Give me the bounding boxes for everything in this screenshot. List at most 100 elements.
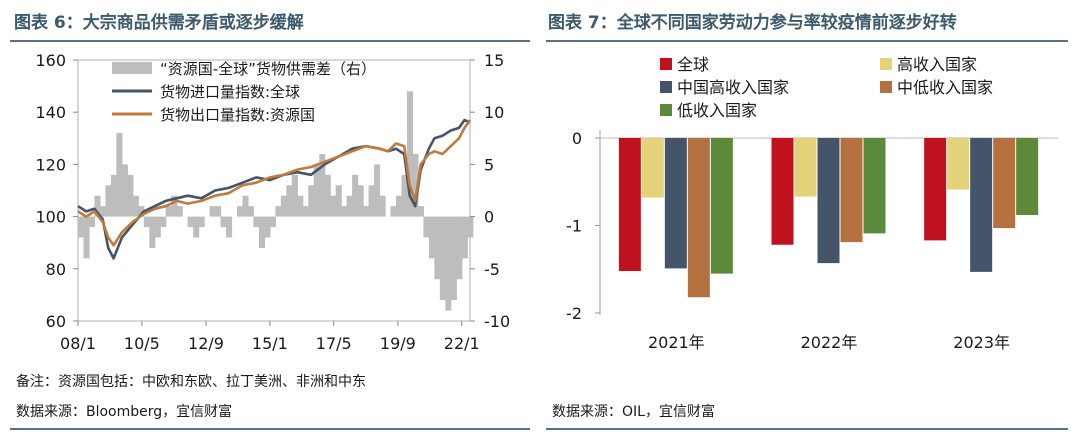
- x-tick-label: 12/9: [188, 334, 224, 353]
- x-tick-label: 15/1: [252, 334, 288, 353]
- gap-area-bar: [461, 216, 468, 259]
- gap-area-bar: [226, 216, 233, 238]
- right-chart-source: 数据来源：OIL，宜信财富: [552, 404, 715, 420]
- left-y-tick-label: 160: [35, 51, 66, 70]
- gap-area-bar: [275, 206, 282, 217]
- left-chart-source: 数据来源：Bloomberg，宜信财富: [16, 404, 233, 420]
- gap-area-bar: [379, 195, 386, 217]
- left-title-rule: [10, 40, 530, 42]
- gap-area-bar: [428, 216, 435, 259]
- gap-area-bar: [412, 153, 419, 217]
- gap-area-bar: [143, 216, 150, 228]
- gap-area-bar: [154, 216, 161, 238]
- gap-area-bar: [335, 185, 342, 217]
- bar-2-0: [924, 138, 947, 241]
- gap-area-bar: [94, 195, 101, 217]
- gap-area-bar: [374, 164, 381, 217]
- gap-area-bar: [456, 216, 463, 280]
- gap-area-bar: [390, 206, 397, 217]
- bar-1-0: [771, 138, 794, 245]
- gap-area-bar: [319, 153, 326, 217]
- gap-area-bar: [467, 216, 474, 238]
- bar-0-2: [664, 138, 687, 269]
- gap-area-bar: [450, 216, 457, 301]
- legend-label-import: 货物进口量指数:全球: [160, 83, 300, 101]
- gap-area-bar: [395, 195, 403, 217]
- legend-label-0: 全球: [677, 55, 709, 74]
- left-y-tick-label: 80: [46, 260, 66, 279]
- gap-area-bar: [236, 206, 244, 217]
- gap-area-bar: [286, 185, 293, 217]
- legend-label-gap: “资源国-全球”货物供需差（右）: [160, 60, 376, 78]
- y-tick-label: 0: [572, 129, 582, 148]
- legend-swatch-1: [880, 58, 892, 70]
- legend-swatch-3: [880, 81, 892, 93]
- bar-1-2: [817, 138, 840, 264]
- x-category-label: 2023年: [953, 333, 1010, 352]
- gap-area-bar: [324, 174, 331, 217]
- gap-area-bar: [187, 216, 194, 228]
- x-tick-label: 08/1: [60, 334, 96, 353]
- legend-label-3: 中低收入国家: [897, 78, 993, 97]
- gap-area-bar: [445, 216, 452, 311]
- gap-area-bar: [121, 164, 128, 217]
- right-y-tick-label: -5: [484, 260, 500, 279]
- bar-0-3: [687, 138, 710, 298]
- right-y-tick-label: 10: [484, 103, 504, 122]
- bar-2-4: [1016, 138, 1039, 215]
- gap-area-bar: [215, 206, 222, 217]
- gap-area-bar: [346, 195, 353, 217]
- left-y-tick-label: 100: [35, 208, 66, 227]
- gap-area-bar: [198, 216, 205, 228]
- left-chart-title: 图表 6：大宗商品供需矛盾或逐步缓解: [14, 13, 304, 33]
- gap-area-bar: [302, 206, 309, 217]
- gap-area-bar: [132, 195, 139, 217]
- x-tick-label: 22/1: [444, 334, 480, 353]
- legend-label-2: 中国高收入国家: [677, 78, 789, 97]
- left-y-tick-label: 140: [35, 103, 66, 122]
- export-index-line: [77, 119, 472, 247]
- gap-area-bar: [406, 91, 414, 217]
- gap-area-bar: [193, 216, 200, 238]
- gap-area-bar: [341, 206, 348, 217]
- gap-area-bar: [253, 216, 260, 228]
- bar-0-0: [618, 138, 641, 271]
- right-bottom-rule: [546, 428, 1068, 430]
- gap-area-bar: [401, 174, 408, 217]
- gap-area-bar: [116, 133, 123, 217]
- bar-2-3: [993, 138, 1016, 229]
- gap-area-bar: [99, 206, 107, 217]
- gap-area-bar: [127, 174, 134, 217]
- right-y-tick-label: 15: [484, 51, 504, 70]
- gap-area-bar: [83, 216, 90, 259]
- gap-area-bar: [149, 216, 156, 248]
- gap-area-bar: [171, 195, 178, 217]
- left-chart-note: 备注：资源国包括：中欧和东欧、拉丁美洲、非洲和中东: [16, 374, 366, 390]
- x-tick-label: 19/9: [380, 334, 416, 353]
- right-y-tick-label: 0: [484, 208, 494, 227]
- gap-area-bar: [297, 195, 304, 217]
- gap-area-bar: [209, 206, 216, 217]
- legend-label-1: 高收入国家: [897, 55, 977, 74]
- gap-area-bar: [363, 206, 370, 217]
- gap-area-bar: [291, 174, 298, 217]
- legend-label-export: 货物出口量指数:资源国: [160, 106, 315, 124]
- bar-1-3: [840, 138, 863, 243]
- gap-area-bar: [269, 216, 276, 228]
- gap-area-bar: [434, 216, 441, 280]
- gap-area-bar: [308, 185, 315, 217]
- bar-0-4: [710, 138, 733, 274]
- x-tick-label: 10/5: [124, 334, 160, 353]
- left-y-tick-label: 60: [46, 312, 66, 331]
- gap-area-bar: [357, 185, 364, 217]
- gap-area-bar: [313, 164, 320, 217]
- gap-area-bar: [247, 206, 255, 217]
- gap-area-bar: [417, 206, 424, 217]
- left-y-tick-label: 120: [35, 155, 66, 174]
- gap-area-bar: [330, 195, 337, 217]
- gap-area-bar: [88, 216, 96, 228]
- gap-area-bar: [439, 216, 446, 301]
